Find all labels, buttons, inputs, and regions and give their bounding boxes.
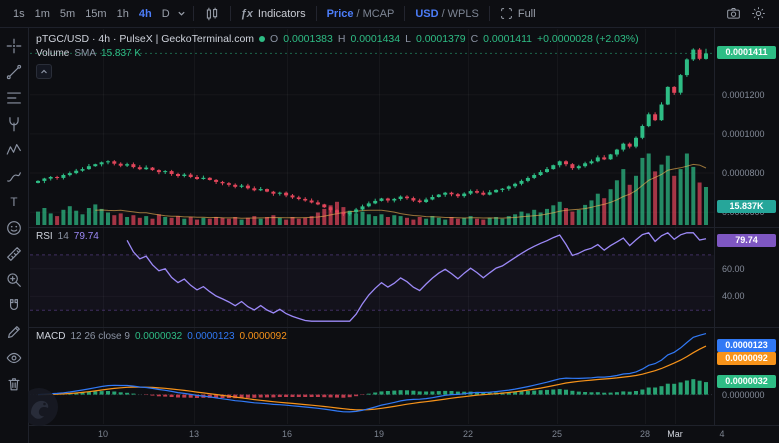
fx-icon: ƒx [240,7,253,20]
macd-hist-value: 0.0000032 [134,331,183,342]
toolbar-divider [229,6,231,21]
usd-wpls-toggle[interactable]: USD / WPLS [410,5,483,23]
macd-badge: 0.0000032 [717,375,776,389]
time-tick-22: 22 [462,429,473,439]
drawing-toolbar: T [0,29,28,443]
macd-signal-value: 0.0000092 [239,331,287,342]
macd-badge: 0.0000123 [717,339,776,353]
timeframe-1s[interactable]: 1s [9,5,29,23]
symbol-legend: pTGC/USD · 4h · PulseX | GeckoTerminal.c… [36,33,639,45]
candlestick-icon [206,7,217,20]
volume-legend: Volume SMA 15.837 K [36,48,142,59]
chart-type-button[interactable] [199,3,225,25]
rsi-legend: RSI 14 79.74 [36,231,99,242]
measure-tool[interactable] [5,245,23,263]
legend-collapse-button[interactable] [36,64,52,79]
indicators-button[interactable]: ƒx Indicators [236,5,311,23]
chevron-down-icon [178,11,185,16]
last-price-badge: 0.0001411 [717,46,776,60]
magnet-tool[interactable] [5,297,23,315]
price-tick: 0.0000800 [722,168,765,179]
emoji-tool[interactable] [5,219,23,237]
timeframe-D[interactable]: D [158,5,174,23]
xabcd-pattern-tool[interactable] [5,141,23,159]
timeframe-1m[interactable]: 1m [31,5,54,23]
time-tick-10: 10 [97,429,108,439]
gecko-logo-icon [20,388,58,426]
time-tick-28: 28 [639,429,650,439]
time-axis[interactable]: 10 13 16 19 22 25 28 Mar 4 [0,425,779,443]
close-value: 0.0001411 [483,33,533,45]
remove-drawings-tool[interactable] [5,375,23,393]
svg-text:T: T [10,196,17,209]
settings-button[interactable] [746,3,771,24]
macd-legend: MACD 12 26 close 9 0.0000032 0.0000123 0… [36,331,287,342]
timeframe-1h[interactable]: 1h [113,5,133,23]
volume-badge: 15.837K [717,200,776,213]
rsi-badge: 79.74 [717,234,776,248]
price-tick: 0.0001000 [722,128,765,139]
time-tick-19: 19 [373,429,384,439]
full-label: Full [517,7,536,20]
camera-icon [727,8,740,19]
edit-tool[interactable] [5,323,23,341]
wpls-option: WPLS [447,7,479,20]
toolbar-divider [315,6,317,21]
screenshot-button[interactable] [721,3,746,24]
rsi-tick: 40.00 [722,291,745,302]
rsi-value: 79.74 [73,231,99,242]
fullscreen-icon [500,8,512,19]
brush-tool[interactable] [5,167,23,185]
trend-line-tool[interactable] [5,63,23,81]
chart-area[interactable] [29,29,715,425]
timeframe-15m[interactable]: 15m [81,5,110,23]
fib-retracement-tool[interactable] [5,89,23,107]
high-value: 0.0001434 [350,33,401,45]
macd-line-value: 0.0000123 [187,331,235,342]
chart-toolbar: 1s 1m 5m 15m 1h 4h D ƒx Indicators Price / MCA… [0,0,779,28]
price-mcap-toggle[interactable]: Price / MCAP [322,5,400,23]
pitchfork-tool[interactable] [5,115,23,133]
chevron-up-icon [41,69,47,73]
time-tick-16: 16 [281,429,292,439]
symbol-title: pTGC/USD · 4h · PulseX | GeckoTerminal.c… [36,33,255,45]
timeframe-4h[interactable]: 4h [135,5,156,23]
indicators-label: Indicators [257,7,306,20]
time-tick-Mar: Mar [667,429,683,439]
gear-icon [752,7,765,20]
price-axis[interactable]: 0.00012000.00010000.00008000.000060060.0… [715,28,779,425]
timeframe-group: 1s 1m 5m 15m 1h 4h D [8,5,175,23]
timeframe-5m[interactable]: 5m [56,5,79,23]
volume-sma-value: 15.837 K [101,48,142,59]
crosshair-tool[interactable] [5,37,23,55]
timeframe-dropdown-button[interactable] [175,6,188,21]
rsi-tick: 60.00 [722,263,745,274]
text-tool[interactable]: T [5,193,23,211]
zoom-in-tool[interactable] [5,271,23,289]
change-value: +0.0000028 (+2.03%) [537,33,639,45]
usd-option: USD [415,7,439,20]
geckoterminal-watermark [19,387,59,427]
fullscreen-button[interactable]: Full [495,4,541,23]
status-dot [259,36,266,42]
macd-badge: 0.0000092 [717,351,776,365]
toolbar-divider [488,6,490,21]
macd-zero-tick: 0.0000000 [722,389,765,400]
time-tick-25: 25 [551,429,562,439]
toolbar-divider [192,6,194,21]
low-value: 0.0001379 [415,33,466,45]
price-option: Price [326,7,354,20]
price-tick: 0.0001200 [722,89,765,100]
time-tick-4: 4 [719,429,725,439]
mcap-option: MCAP [362,7,395,20]
open-value: 0.0001383 [283,33,333,45]
hide-drawings-tool[interactable] [5,349,23,367]
time-tick-13: 13 [188,429,199,439]
toolbar-divider [404,6,406,21]
